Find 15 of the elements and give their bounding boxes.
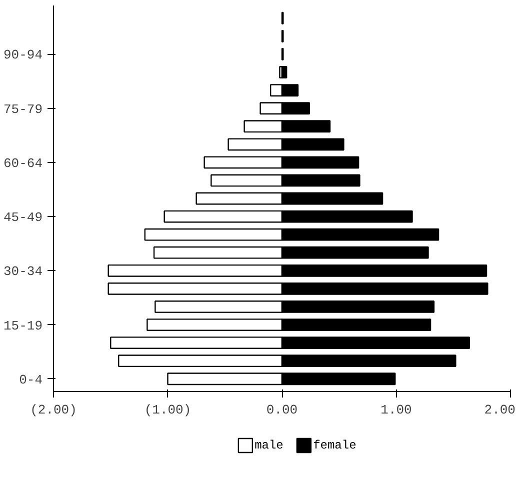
legend-label: male [254, 438, 284, 452]
x-tick-label: (1.00) [144, 402, 192, 418]
legend-label: female [313, 438, 356, 452]
y-tick-label: 90-94 [3, 48, 43, 63]
x-tick-label: 0.00 [266, 402, 298, 418]
bar [281, 66, 288, 78]
x-tick-label: (2.00) [30, 402, 77, 418]
y-tick-label: 45-49 [3, 210, 43, 226]
y-tick-label: 30-34 [3, 264, 43, 280]
x-tick-label: 1.00 [380, 402, 412, 418]
y-tick-label: 75-79 [3, 102, 43, 117]
y-tick-label: 15-19 [3, 318, 43, 334]
y-tick-label: 60-64 [3, 156, 43, 171]
y-tick-label: 0-4 [19, 372, 43, 388]
x-tick-label: 2.00 [484, 402, 516, 418]
